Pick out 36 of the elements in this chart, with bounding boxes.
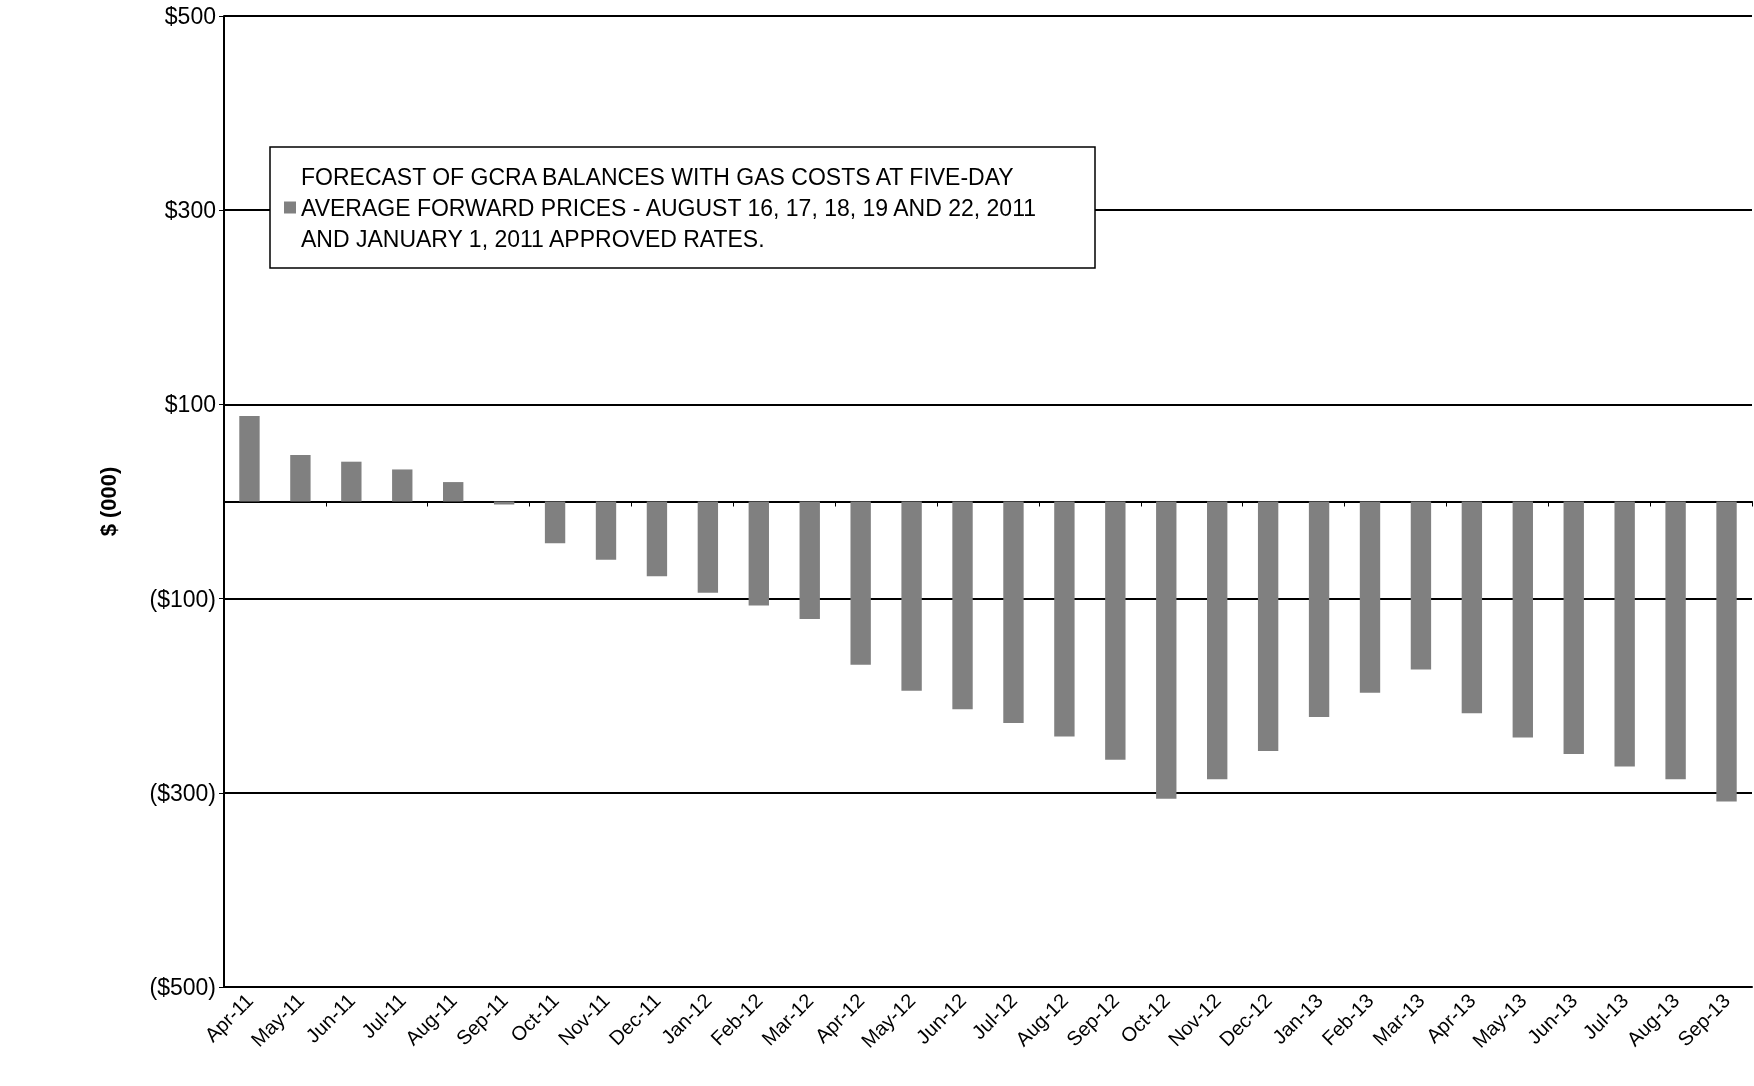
bar (239, 416, 260, 502)
y-tick-label: $100 (164, 391, 216, 418)
bar (901, 501, 922, 691)
bar (1512, 501, 1533, 738)
bar (1308, 501, 1330, 718)
bar (392, 469, 413, 502)
bar (1563, 501, 1584, 754)
bar (544, 501, 566, 544)
bar (290, 454, 311, 502)
y-tick-label: $500 (164, 3, 216, 29)
bar (1003, 501, 1024, 723)
bar (697, 501, 719, 593)
bar (595, 501, 617, 560)
y-axis-title: $ (000) (95, 466, 121, 537)
bar (1054, 501, 1075, 737)
legend-label: FORECAST OF GCRA BALANCES WITH GAS COSTS AT FIVE-DAY AVERAGE FORWARD PRICES - AUGUST 16, 17, 18, 19 AND 22, 2011 AND JANUARY 1, 2011 APPROVED RATES. (301, 163, 1043, 252)
bar (1665, 501, 1686, 780)
bar (1716, 501, 1737, 802)
bar (1207, 501, 1228, 780)
bar (952, 501, 973, 710)
y-tick-label: $300 (164, 197, 216, 224)
bar (799, 501, 820, 619)
bar (1257, 501, 1279, 752)
bar (1410, 501, 1432, 670)
bar (1105, 501, 1126, 760)
y-tick-label: ($300) (149, 779, 216, 806)
bar (1156, 501, 1177, 799)
bar (443, 482, 464, 502)
bar (1614, 501, 1635, 767)
bar (850, 501, 871, 665)
bar (646, 501, 668, 577)
bar (341, 461, 362, 502)
bar (1359, 501, 1381, 693)
bar (748, 501, 769, 606)
y-tick-label: ($100) (149, 585, 216, 612)
bar (1461, 501, 1483, 714)
